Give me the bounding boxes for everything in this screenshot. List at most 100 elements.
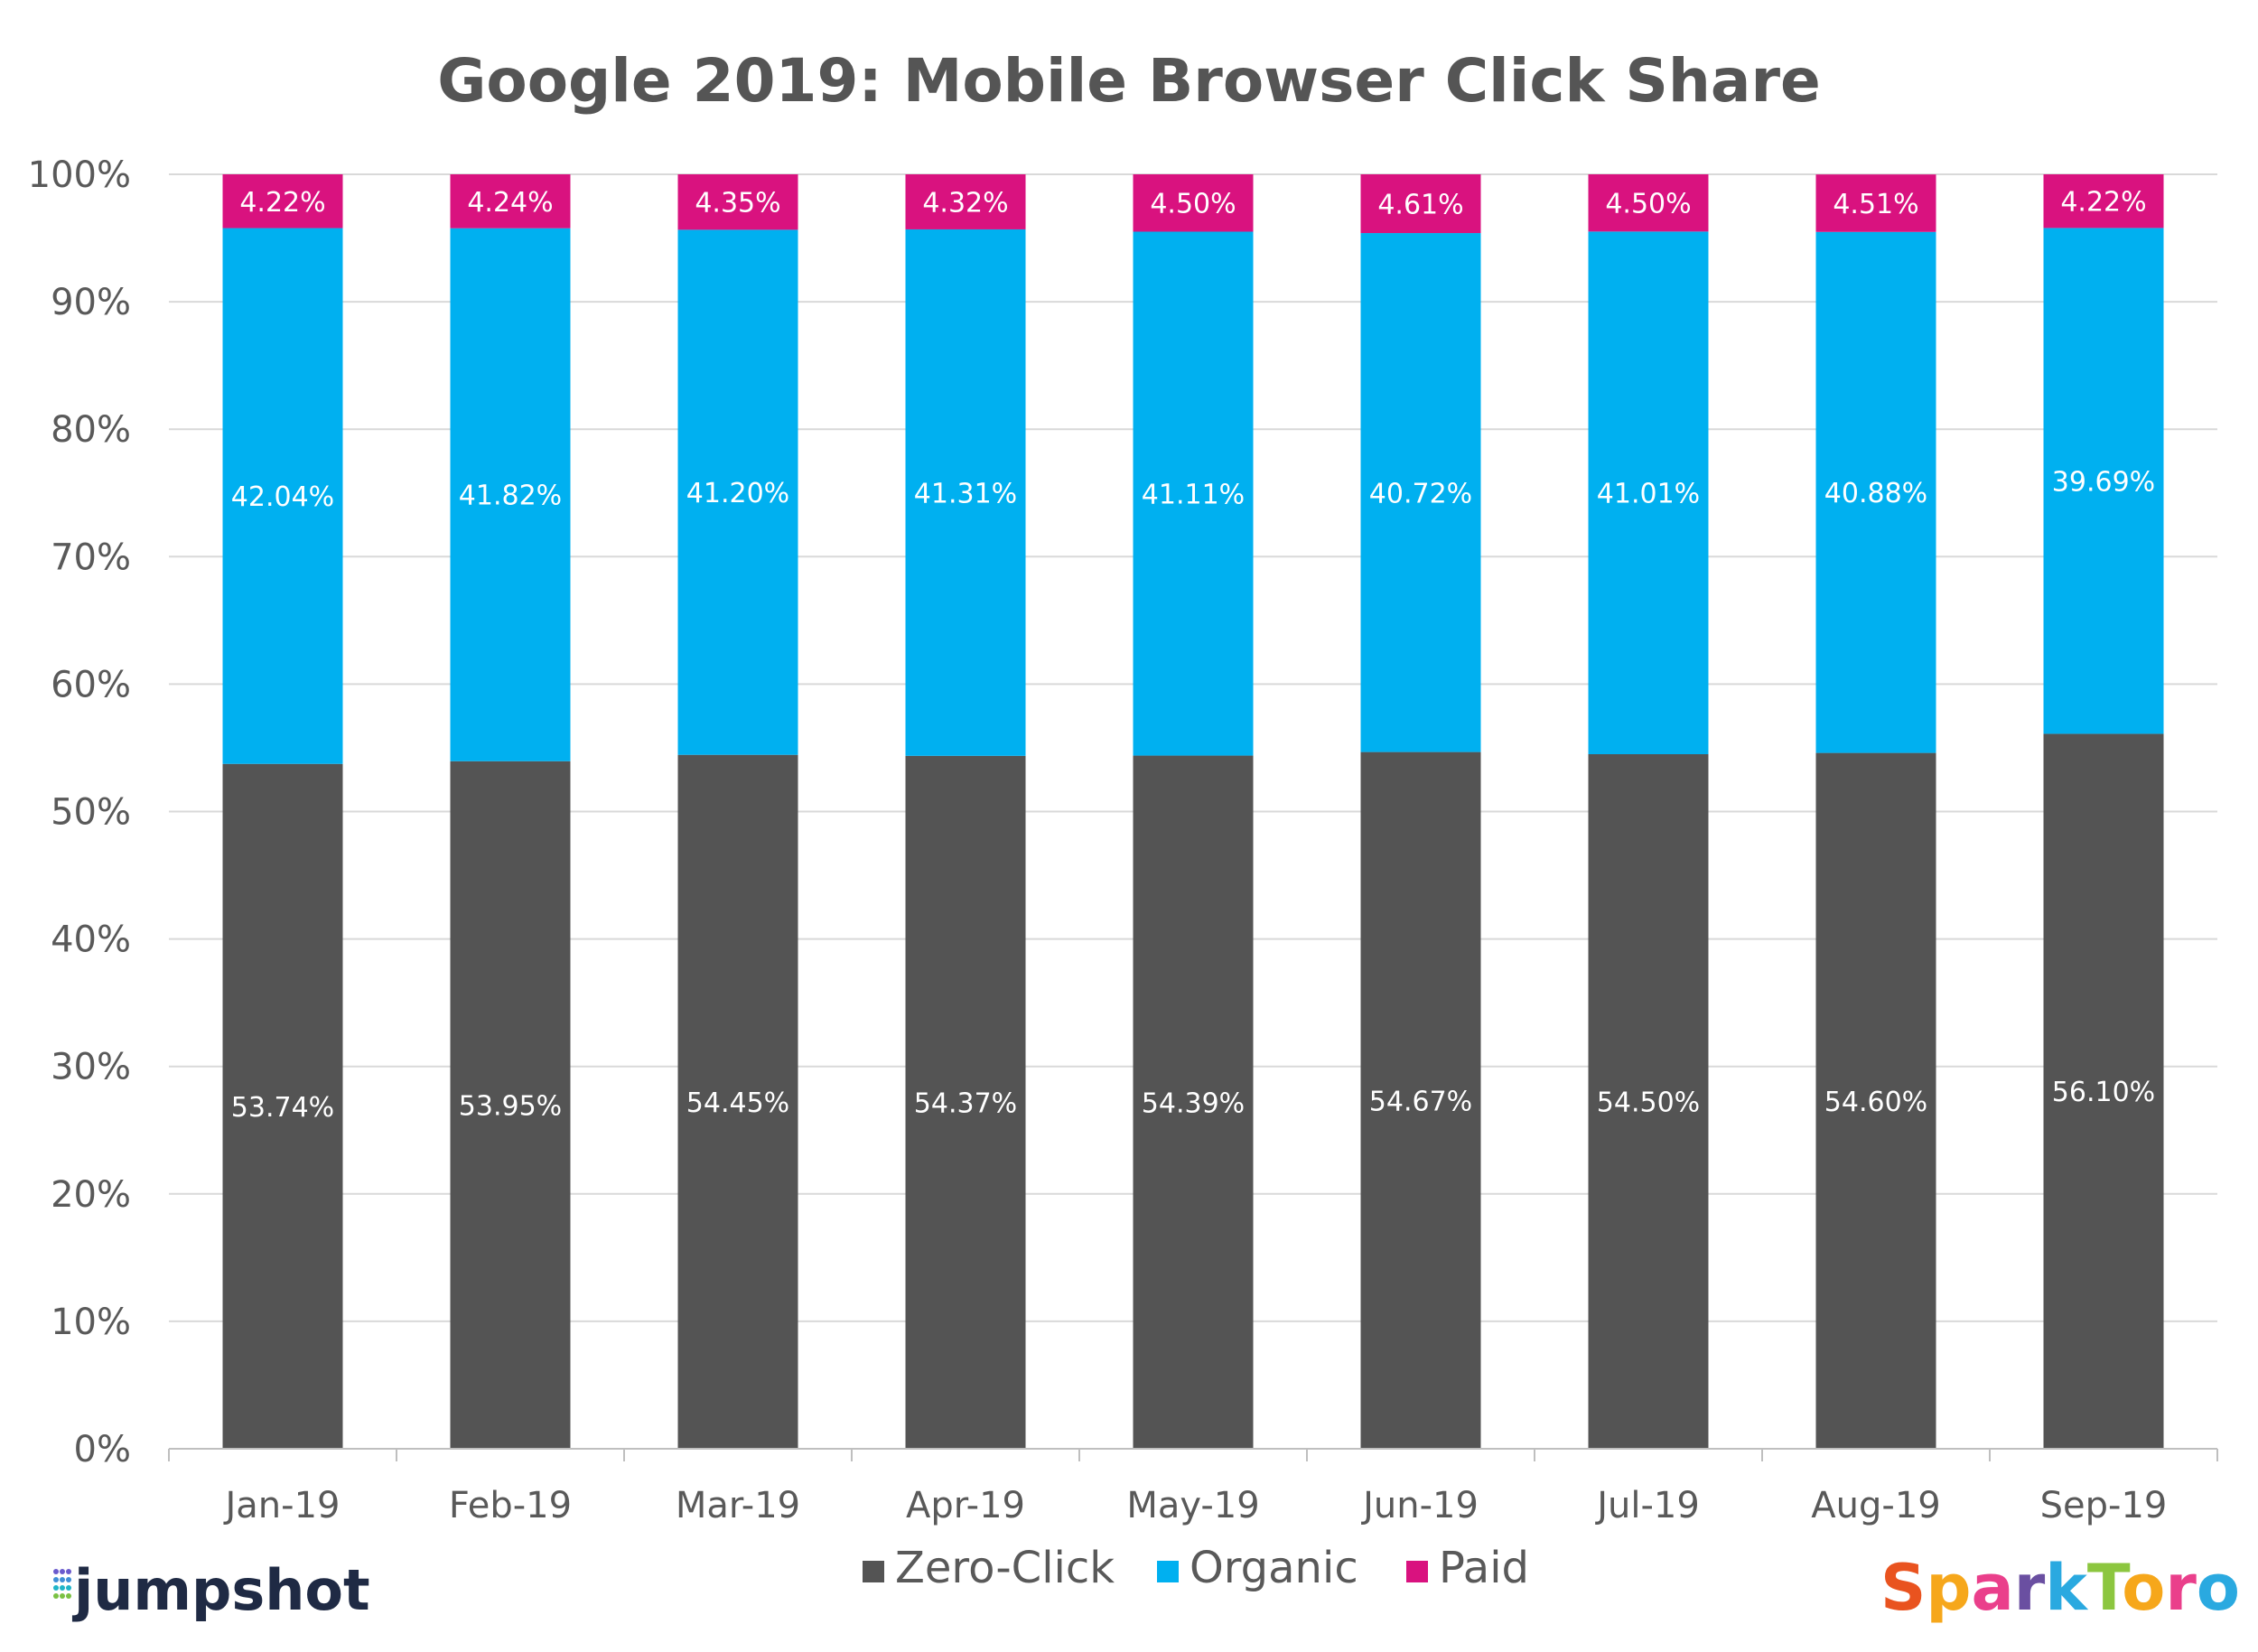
data-label: 54.37% [914, 1087, 1017, 1119]
logo-dot [66, 1585, 71, 1591]
y-tick-label: 0% [74, 1429, 131, 1470]
bar-segment-zero-click [1588, 754, 1709, 1449]
x-tick-label: Jul-19 [1594, 1485, 1700, 1526]
y-tick-label: 10% [51, 1302, 131, 1343]
logo-dot [53, 1569, 59, 1574]
data-label: 40.88% [1824, 478, 1927, 509]
y-tick-label: 40% [51, 919, 131, 961]
data-label: 4.32% [922, 187, 1008, 219]
bar-segment-paid [450, 174, 571, 229]
data-label: 54.60% [1824, 1087, 1927, 1118]
data-label: 54.45% [686, 1087, 789, 1119]
data-label: 4.50% [1150, 189, 1236, 220]
bar-segment-organic [222, 228, 343, 764]
jumpshot-logo: jumpshot [53, 1557, 370, 1623]
bar-segment-organic [450, 228, 571, 761]
bar-segment-zero-click [222, 763, 343, 1449]
data-label: 41.31% [914, 478, 1017, 509]
bar-segment-paid [1815, 174, 1936, 232]
logo-letter: k [2045, 1551, 2088, 1625]
logo-letter: a [1971, 1551, 2013, 1625]
data-label: 4.22% [239, 187, 325, 219]
data-label: 41.20% [686, 478, 789, 509]
data-label: 53.95% [459, 1090, 562, 1122]
data-label: 54.67% [1369, 1086, 1472, 1117]
logo-dot [53, 1585, 59, 1591]
bar-segment-organic [1360, 233, 1481, 752]
y-tick-label: 100% [28, 154, 131, 196]
jumpshot-dots-icon [53, 1569, 71, 1599]
y-axis: 0% 10% 20% 30% 40% 50% 60% 70% 80% 90% 100% [28, 154, 131, 1470]
bar-segment-paid [2043, 174, 2164, 229]
legend-swatch [863, 1561, 884, 1582]
logo-letter: r [2014, 1551, 2046, 1625]
x-tick-label: Jan-19 [223, 1485, 341, 1526]
data-label: 42.04% [231, 481, 334, 513]
legend-label: Zero-Click [895, 1543, 1115, 1593]
logo-dot [60, 1577, 65, 1582]
bar-segment-zero-click [905, 755, 1026, 1449]
data-label: 54.50% [1597, 1087, 1700, 1119]
data-label: 4.61% [1377, 190, 1463, 221]
logo-dot [60, 1585, 65, 1591]
bar-segment-organic [905, 229, 1026, 756]
logo-letter: S [1880, 1551, 1926, 1625]
logo-letter: o [2197, 1551, 2240, 1625]
x-tick-label: Sep-19 [2040, 1485, 2168, 1526]
logo-letter: o [2122, 1551, 2165, 1625]
legend-label: Organic [1190, 1543, 1358, 1593]
x-tick-label: May-19 [1126, 1485, 1259, 1526]
bar-segment-organic [677, 229, 798, 755]
sparktoro-logo: SparkToro [1880, 1551, 2240, 1625]
bars: 53.74% 42.04% 4.22% 53.95% 41.82% 4.24% 54.45%… [222, 174, 2164, 1449]
bar-segment-paid [222, 174, 343, 229]
y-tick-label: 20% [51, 1174, 131, 1216]
data-label: 4.22% [2060, 187, 2146, 219]
legend-label: Paid [1439, 1543, 1529, 1593]
bar-segment-zero-click [450, 761, 571, 1449]
chart-title: Google 2019: Mobile Browser Click Share [437, 46, 1821, 116]
legend: Zero-Click Organic Paid [863, 1543, 1529, 1593]
x-tick-label: Apr-19 [906, 1485, 1025, 1526]
data-label: 41.11% [1142, 480, 1245, 511]
x-tick-label: Feb-19 [449, 1485, 572, 1526]
y-tick-label: 90% [51, 282, 131, 323]
logo-letter: r [2165, 1551, 2197, 1625]
logo-dot [60, 1593, 65, 1599]
x-axis: Jan-19 Feb-19 Mar-19 Apr-19 May-19 Jun-19 Jul-… [168, 1448, 2218, 1526]
bar-segment-organic [2043, 228, 2164, 734]
bar-segment-zero-click [1360, 751, 1481, 1449]
logo-dot [66, 1569, 71, 1574]
bar-segment-organic [1815, 231, 1936, 753]
data-label: 56.10% [2052, 1077, 2155, 1108]
y-tick-label: 60% [51, 664, 131, 705]
data-label: 4.50% [1605, 189, 1691, 220]
bar-segment-paid [1360, 174, 1481, 234]
legend-swatch [1406, 1561, 1428, 1582]
legend-swatch [1157, 1561, 1179, 1582]
bar-segment-paid [677, 174, 798, 230]
bar-segment-zero-click [1133, 755, 1254, 1449]
bar-segment-zero-click [677, 754, 798, 1449]
y-tick-label: 80% [51, 409, 131, 451]
logo-dot [60, 1569, 65, 1574]
x-tick-label: Mar-19 [676, 1485, 800, 1526]
data-label: 40.72% [1369, 478, 1472, 509]
y-tick-label: 70% [51, 537, 131, 578]
bar-segment-zero-click [2043, 733, 2164, 1449]
logo-dot [53, 1577, 59, 1582]
bar-segment-paid [1133, 174, 1254, 232]
data-label: 54.39% [1142, 1087, 1245, 1119]
data-label: 4.24% [467, 187, 553, 219]
x-tick-label: Jun-19 [1360, 1485, 1479, 1526]
data-label: 41.82% [459, 481, 562, 512]
data-label: 39.69% [2052, 466, 2155, 498]
logo-letter: p [1926, 1551, 1971, 1625]
x-tick-label: Aug-19 [1811, 1485, 1940, 1526]
bar-segment-organic [1588, 231, 1709, 755]
jumpshot-logo-text: jumpshot [71, 1557, 370, 1623]
bar-segment-organic [1133, 231, 1254, 756]
data-label: 4.35% [695, 188, 780, 219]
y-tick-label: 50% [51, 792, 131, 834]
